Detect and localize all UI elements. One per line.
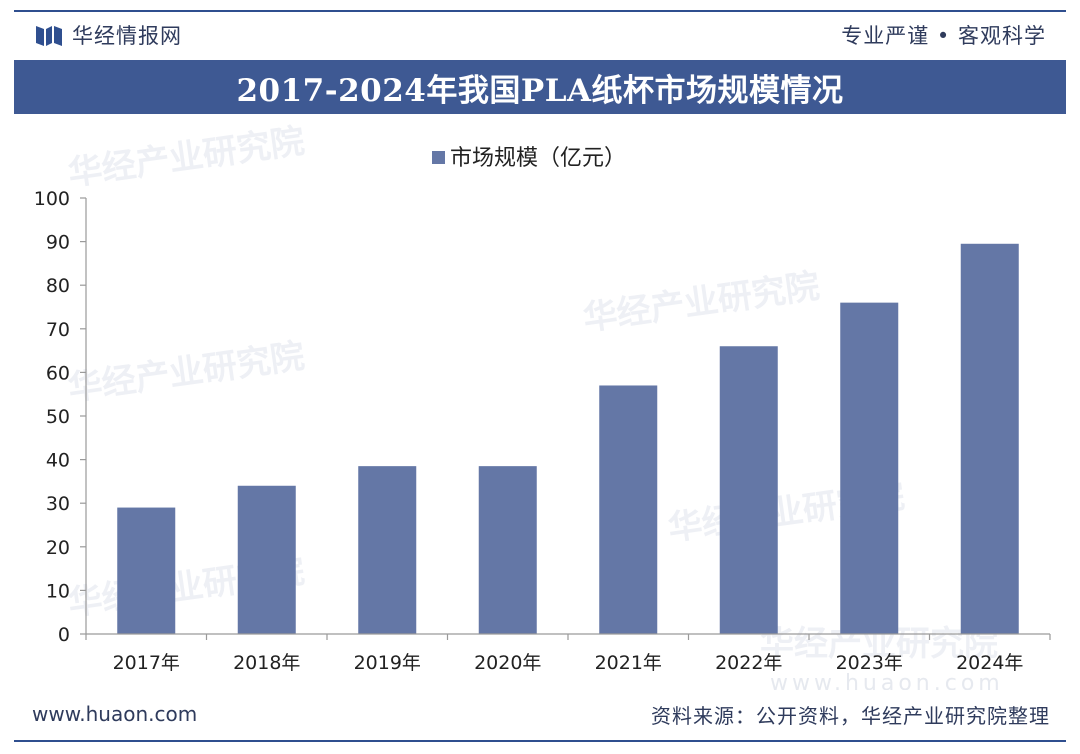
- bar-2019年: [358, 466, 417, 634]
- bar-2017年: [117, 507, 176, 634]
- y-tick-label: 100: [34, 188, 70, 210]
- y-tick-label: 40: [46, 450, 70, 472]
- bar-2020年: [478, 466, 537, 634]
- watermark-text: 华经产业研究院: [66, 336, 307, 409]
- y-tick-label: 50: [46, 406, 70, 428]
- x-tick-label: 2018年: [233, 652, 300, 674]
- y-tick-label: 90: [46, 232, 70, 254]
- footer-url: www.huaon.com: [32, 702, 198, 726]
- bar-2023年: [840, 302, 899, 634]
- bar-chart: 华经产业研究院华经产业研究院华经产业研究院华经产业研究院华经产业研究院华经产业研…: [34, 121, 1051, 690]
- y-tick-label: 80: [46, 275, 70, 297]
- header: 华经情报网 专业严谨 • 客观科学: [14, 12, 1066, 58]
- chart-legend: 市场规模（亿元）: [432, 146, 626, 171]
- watermark-url: www.huaon.com: [770, 671, 1004, 690]
- chart-title: 2017-2024年我国PLA纸杯市场规模情况: [236, 72, 844, 109]
- x-tick-label: 2021年: [595, 652, 662, 674]
- bar-2021年: [599, 385, 658, 634]
- y-axis: 0 10 20 30 40 50 60 70 80 90 100: [34, 188, 87, 646]
- top-border: [14, 10, 1066, 12]
- huajing-logo-icon: [36, 26, 62, 46]
- footer: www.huaon.com 资料来源：公开资料，华经产业研究院整理: [14, 690, 1066, 738]
- legend-label: 市场规模（亿元）: [450, 146, 626, 171]
- x-tick-label: 2017年: [113, 652, 180, 674]
- x-tick-label: 2019年: [354, 652, 421, 674]
- bottom-border: [14, 740, 1066, 742]
- watermark-text: 华经产业研究院: [66, 121, 307, 194]
- footer-source: 资料来源：公开资料，华经产业研究院整理: [651, 703, 1050, 728]
- y-tick-label: 70: [46, 319, 70, 341]
- x-tick-label: 2022年: [715, 652, 782, 674]
- x-axis: 2017年 2018年 2019年 2020年 2021年 2022年 2023年 2024年: [85, 633, 1051, 674]
- legend-swatch: [432, 151, 445, 164]
- watermark-text: 华经产业研究院: [581, 266, 822, 339]
- brand-name: 华经情报网: [72, 24, 182, 48]
- y-tick-label: 0: [58, 624, 70, 646]
- brand: 华经情报网: [36, 20, 182, 50]
- slogan: 专业严谨 • 客观科学: [841, 24, 1046, 48]
- y-tick-label: 30: [46, 493, 70, 515]
- y-tick-label: 60: [46, 362, 70, 384]
- y-tick-label: 10: [46, 580, 70, 602]
- bar-2024年: [960, 243, 1019, 634]
- title-band: 2017-2024年我国PLA纸杯市场规模情况: [14, 60, 1066, 114]
- x-tick-label: 2024年: [956, 652, 1023, 674]
- bar-series: [117, 243, 1019, 634]
- bar-2018年: [237, 485, 296, 634]
- x-tick-label: 2023年: [836, 652, 903, 674]
- y-tick-label: 20: [46, 537, 70, 559]
- x-tick-label: 2020年: [474, 652, 541, 674]
- bar-2022年: [719, 346, 778, 634]
